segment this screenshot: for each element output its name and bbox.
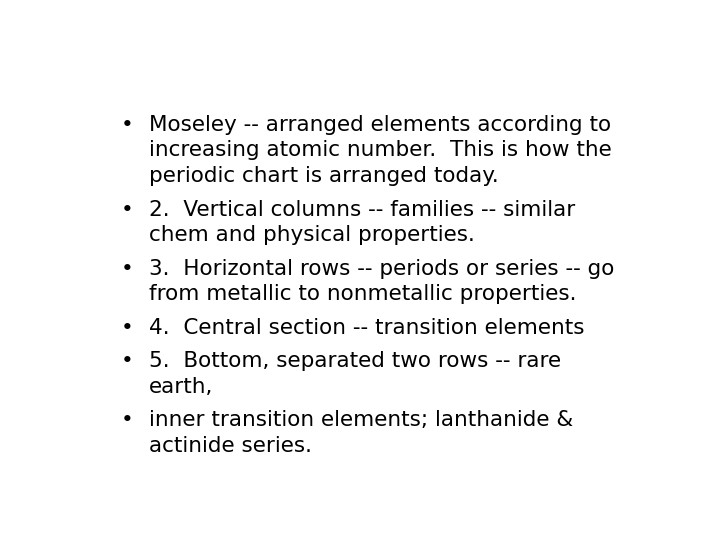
Text: earth,: earth, — [148, 377, 213, 397]
Text: •: • — [121, 351, 133, 371]
Text: •: • — [121, 410, 133, 430]
Text: Moseley -- arranged elements according to: Moseley -- arranged elements according t… — [148, 114, 611, 134]
Text: actinide series.: actinide series. — [148, 436, 312, 456]
Text: 5.  Bottom, separated two rows -- rare: 5. Bottom, separated two rows -- rare — [148, 351, 561, 371]
Text: 2.  Vertical columns -- families -- similar: 2. Vertical columns -- families -- simil… — [148, 199, 575, 220]
Text: periodic chart is arranged today.: periodic chart is arranged today. — [148, 166, 498, 186]
Text: increasing atomic number.  This is how the: increasing atomic number. This is how th… — [148, 140, 611, 160]
Text: inner transition elements; lanthanide &: inner transition elements; lanthanide & — [148, 410, 573, 430]
Text: 4.  Central section -- transition elements: 4. Central section -- transition element… — [148, 318, 584, 338]
Text: chem and physical properties.: chem and physical properties. — [148, 225, 474, 245]
Text: •: • — [121, 259, 133, 279]
Text: •: • — [121, 199, 133, 220]
Text: •: • — [121, 114, 133, 134]
Text: •: • — [121, 318, 133, 338]
Text: from metallic to nonmetallic properties.: from metallic to nonmetallic properties. — [148, 285, 576, 305]
Text: 3.  Horizontal rows -- periods or series -- go: 3. Horizontal rows -- periods or series … — [148, 259, 614, 279]
